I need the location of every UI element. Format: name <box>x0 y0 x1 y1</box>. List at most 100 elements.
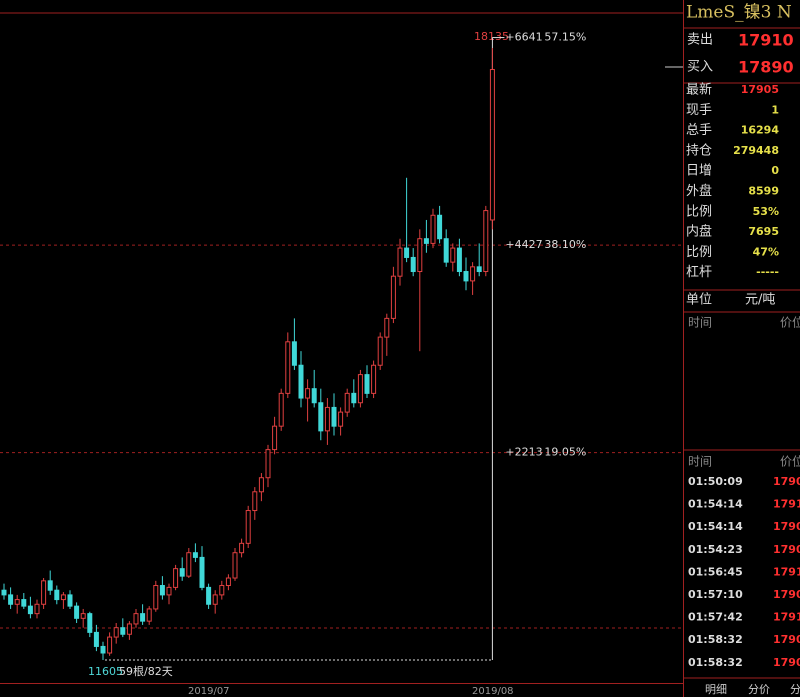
level-pct: 57.15% <box>544 31 586 44</box>
candle-body <box>100 645 106 654</box>
sell-price: 17910 <box>738 31 794 50</box>
candle-body <box>291 341 297 366</box>
candle-body <box>21 599 27 607</box>
candle-body <box>34 603 40 615</box>
candle-body <box>219 585 225 596</box>
trade-price: 1790 <box>773 633 800 646</box>
candle-body <box>338 411 344 427</box>
candle-body <box>239 542 245 554</box>
trade-price: 1790 <box>773 543 800 556</box>
trade-price: 1790 <box>773 475 800 488</box>
candle-body <box>252 491 258 512</box>
candle-body <box>1 589 7 596</box>
buy-label: 买入 <box>687 60 713 75</box>
candle-body <box>173 568 179 588</box>
trade-time: 01:58:32 <box>688 656 743 669</box>
quote-value: 16294 <box>741 124 780 137</box>
candle-body <box>463 271 469 282</box>
candle-body <box>483 210 489 273</box>
candle-body <box>377 336 383 366</box>
buy-price: 17890 <box>738 58 794 77</box>
candle-body <box>199 556 205 588</box>
candle-body <box>423 238 429 244</box>
candle-body <box>437 214 443 240</box>
candle-body <box>430 214 436 244</box>
level-pct: 38.10% <box>544 238 586 251</box>
candle-body <box>364 374 370 394</box>
level-label: +6641 <box>505 31 542 44</box>
header-time: 时间 <box>688 455 712 469</box>
quote-value: 8599 <box>748 185 779 198</box>
candle-body <box>450 247 456 263</box>
candle-body <box>476 266 482 273</box>
candle-body <box>404 247 410 258</box>
candle-body <box>60 594 66 601</box>
candle-body <box>344 392 350 413</box>
candle-body <box>410 256 416 273</box>
quote-value: 1 <box>771 103 779 116</box>
candle-body <box>120 627 126 635</box>
trade-time: 01:57:10 <box>688 588 743 601</box>
candle-body <box>93 631 99 647</box>
candle-body <box>278 392 284 427</box>
candle-body <box>417 238 423 273</box>
candle-body <box>305 388 311 399</box>
candle-body <box>397 247 403 277</box>
x-label: 2019/07 <box>188 686 230 697</box>
tab[interactable]: 分价 <box>748 683 770 696</box>
candle-body <box>113 627 119 638</box>
trade-time: 01:50:09 <box>688 475 743 488</box>
candle-body <box>140 613 146 622</box>
unit-value: 元/吨 <box>745 293 775 308</box>
trade-price: 1791 <box>773 565 800 578</box>
quote-label: 内盘 <box>686 224 712 240</box>
candle-body <box>298 364 304 399</box>
candle-body <box>107 636 113 654</box>
trade-time: 01:54:14 <box>688 498 743 511</box>
candle-body <box>324 406 330 432</box>
quote-label: 比例 <box>686 204 712 219</box>
trade-time: 01:54:14 <box>688 520 743 533</box>
header-price: 价位 <box>780 315 800 330</box>
candle-body <box>390 275 396 319</box>
candle-body <box>87 613 93 633</box>
sell-label: 卖出 <box>687 33 713 48</box>
quote-value: ----- <box>756 266 779 279</box>
trade-time: 01:58:32 <box>688 633 743 646</box>
candle-body <box>67 594 73 607</box>
candle-body <box>146 608 152 622</box>
candle-body <box>14 599 20 605</box>
tab[interactable]: 分 <box>790 683 800 696</box>
candle-body <box>225 577 231 587</box>
quote-label: 总手 <box>686 123 712 138</box>
candle-body <box>384 317 390 338</box>
level-label: +2213 <box>505 446 542 459</box>
candle-body <box>166 586 172 596</box>
candle-body <box>489 69 495 221</box>
header-time: 时间 <box>688 316 712 330</box>
trade-price: 1790 <box>773 656 800 669</box>
candle-body <box>80 613 86 619</box>
candle-body <box>153 585 159 610</box>
candle-body <box>186 552 192 577</box>
tab[interactable]: 明细 <box>705 683 727 696</box>
trade-time: 01:57:42 <box>688 611 743 624</box>
candle-body <box>8 594 14 605</box>
candle-body <box>245 510 251 544</box>
candle-body <box>126 623 132 635</box>
x-label: 2019/08 <box>472 686 514 697</box>
count-label: 59根/82天 <box>119 664 173 678</box>
trade-price: 1790 <box>773 520 800 533</box>
quote-value: 279448 <box>733 144 779 157</box>
candle-body <box>159 585 165 596</box>
candle-body <box>331 406 337 427</box>
candle-body <box>470 266 476 282</box>
level-pct: 19.05% <box>544 446 586 459</box>
trade-time: 01:56:45 <box>688 565 743 578</box>
candle-body <box>41 580 47 605</box>
candle-body <box>357 374 363 404</box>
quote-value: 47% <box>753 245 779 258</box>
